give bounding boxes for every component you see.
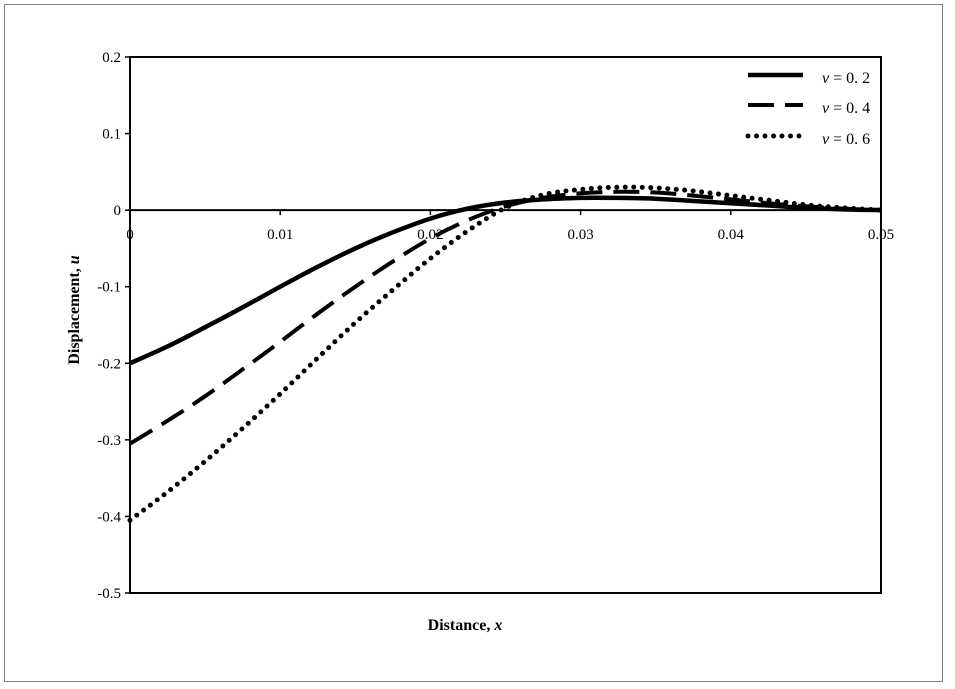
series-line-dotted: [127, 184, 884, 523]
plot-area: [129, 56, 882, 594]
y-axis-title: Displacement, u: [66, 255, 83, 364]
y-tick-label: 0.1: [102, 127, 121, 143]
y-tick-label: 0.2: [102, 50, 121, 66]
y-tick-label: -0.4: [97, 509, 121, 525]
series-layer: [127, 184, 884, 523]
axes: 0.2 0.1 0 -0.1 -0.2 -0.3 -0.4 -0.5 0 0.01 0.02 0.03…: [97, 50, 894, 602]
x-tick-label: 0: [126, 227, 134, 243]
y-tick-label: -0.2: [97, 356, 121, 372]
legend: v = 0. 2 v = 0. 4 v = 0. 6: [745, 70, 870, 148]
legend-label: v = 0. 2: [822, 70, 870, 87]
y-tick-label: -0.1: [97, 280, 121, 296]
figure-frame: [4, 4, 943, 682]
y-tick-label: 0: [114, 203, 122, 219]
y-tick-label: -0.5: [97, 586, 121, 602]
series-line-dashed: [128, 189, 882, 446]
plot-border: [129, 56, 882, 594]
x-tick-label: 0.02: [417, 227, 443, 243]
x-tick-label: 0.05: [868, 227, 894, 243]
x-axis-title: Distance, x: [428, 617, 503, 634]
legend-label: v = 0. 4: [822, 100, 870, 117]
x-tick-label: 0.01: [267, 227, 293, 243]
x-tick-label: 0.04: [718, 227, 745, 243]
y-tick-label: -0.3: [97, 433, 121, 449]
series-line-solid: [129, 195, 882, 366]
legend-label: v = 0. 6: [822, 131, 870, 148]
x-tick-label: 0.03: [567, 227, 593, 243]
